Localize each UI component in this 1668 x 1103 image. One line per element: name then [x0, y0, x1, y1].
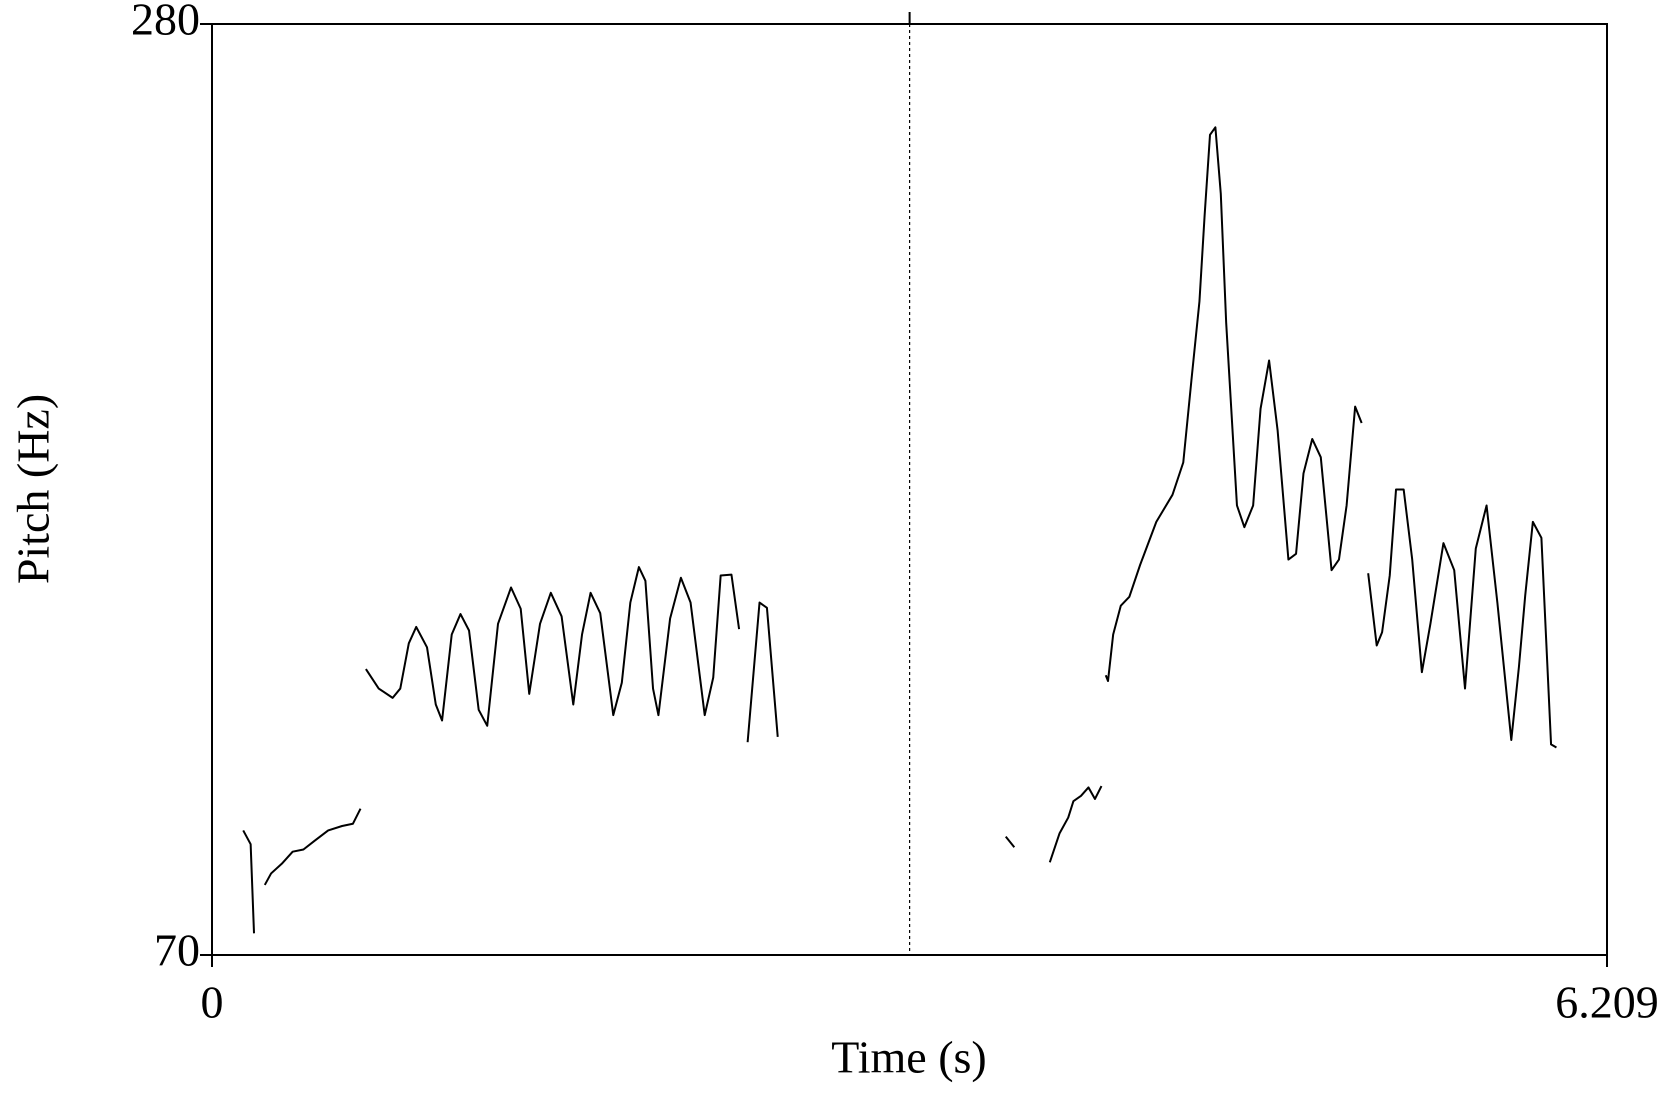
y-tick-label: 70 [154, 925, 200, 976]
x-tick-label: 0 [201, 977, 224, 1028]
x-axis-label: Time (s) [831, 1032, 987, 1083]
pitch-line [242, 126, 1557, 934]
x-tick-label: 6.209 [1555, 977, 1659, 1028]
y-axis-label: Pitch (Hz) [8, 394, 59, 584]
y-tick-label: 280 [131, 0, 200, 45]
